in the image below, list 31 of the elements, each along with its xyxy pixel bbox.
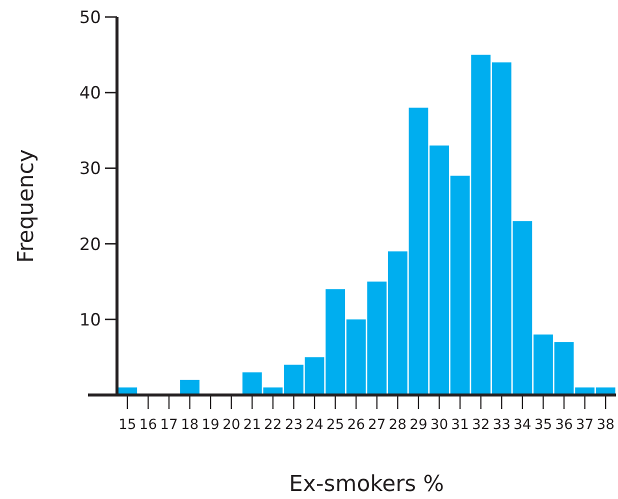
x-tick-label: 24	[306, 417, 324, 433]
x-tick-label: 38	[596, 417, 615, 433]
x-tick-label: 21	[243, 417, 262, 433]
x-tick-label: 26	[347, 417, 366, 433]
x-tick-label: 32	[472, 417, 490, 433]
x-tick-label: 37	[576, 417, 594, 433]
x-tick-label: 19	[202, 417, 220, 433]
x-tick-label: 28	[388, 417, 407, 433]
x-axis-title: Ex-smokers %	[288, 472, 444, 497]
x-tick-label: 30	[430, 417, 448, 433]
x-tick-label: 15	[118, 417, 136, 433]
x-tick-label: 23	[284, 417, 303, 433]
x-tick-label: 17	[160, 417, 178, 433]
x-tick-label: 16	[139, 417, 158, 433]
x-tick-label: 31	[451, 417, 469, 433]
x-tick-label: 18	[180, 417, 199, 433]
x-tick-label: 29	[410, 417, 428, 433]
x-tick-label: 27	[368, 417, 386, 433]
x-tick-label: 33	[492, 417, 511, 433]
x-tick-label: 25	[326, 417, 344, 433]
x-tick-label: 34	[514, 417, 532, 433]
y-tick-label: 50	[79, 8, 101, 28]
x-tick-label: 35	[534, 417, 552, 433]
y-tick-label: 20	[79, 234, 101, 255]
y-axis-title: Frequency	[14, 149, 39, 263]
y-tick-label: 30	[79, 159, 101, 180]
x-tick-label: 20	[222, 417, 240, 433]
x-tick-label: 36	[555, 417, 574, 433]
y-tick-label: 40	[79, 84, 101, 104]
y-tick-label: 10	[79, 310, 101, 330]
x-tick-label: 22	[264, 417, 282, 433]
